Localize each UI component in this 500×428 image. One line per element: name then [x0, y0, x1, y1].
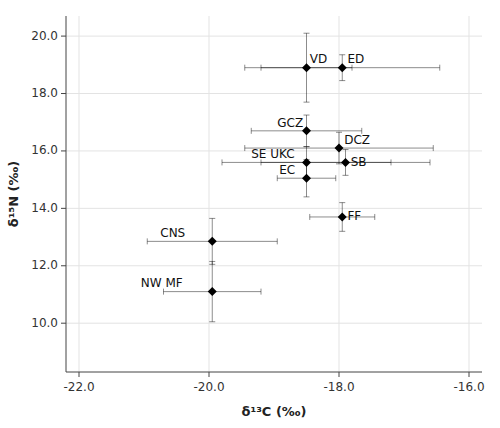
point-labels: VD ED GCZ DCZ SE UKC SB EC FF CNS NW MF — [141, 52, 370, 290]
point — [338, 212, 347, 221]
tick-label: 14.0 — [31, 201, 58, 215]
point-group — [277, 160, 336, 197]
y-axis-line — [66, 16, 67, 372]
tick — [209, 372, 210, 377]
axes: 10.0 12.0 14.0 16.0 18.0 20.0 -22.0 -20.0 -18.0 -… — [31, 16, 484, 394]
tick — [61, 265, 66, 266]
tick-label: -16.0 — [453, 380, 484, 394]
point-group — [310, 203, 375, 232]
tick — [339, 372, 340, 377]
grid-line — [79, 16, 80, 372]
point — [341, 158, 350, 167]
grid-line — [66, 93, 482, 94]
tick — [61, 323, 66, 324]
point-group — [245, 132, 434, 164]
grid-line — [66, 323, 482, 324]
tick — [61, 36, 66, 37]
point-label: DCZ — [344, 133, 370, 147]
tick-label: -18.0 — [323, 380, 354, 394]
point-label: EC — [279, 163, 295, 177]
point-group — [164, 261, 262, 321]
tick-label: -22.0 — [63, 380, 94, 394]
point-group — [245, 55, 440, 81]
point — [338, 63, 347, 72]
point — [302, 174, 311, 183]
tick — [469, 372, 470, 377]
y-axis-label: δ¹⁵N (‰) — [6, 161, 21, 227]
grid-line — [209, 16, 210, 372]
point-label: FF — [347, 209, 361, 223]
point-label: ED — [347, 52, 364, 66]
tick-label: 10.0 — [31, 316, 58, 330]
tick — [79, 372, 80, 377]
point-label: SB — [351, 155, 367, 169]
point — [208, 287, 217, 296]
tick — [61, 208, 66, 209]
tick-label: 16.0 — [31, 143, 58, 157]
point-label: VD — [310, 52, 327, 66]
tick-label: 18.0 — [31, 86, 58, 100]
point-label: GCZ — [277, 116, 303, 130]
plot-area — [147, 33, 440, 322]
grid-line — [469, 16, 470, 372]
point-label: SE UKC — [251, 147, 294, 161]
point-label: CNS — [160, 226, 185, 240]
tick-label: 12.0 — [31, 258, 58, 272]
x-axis-label: δ¹³C (‰) — [242, 404, 307, 419]
x-axis-line — [66, 372, 482, 373]
tick — [61, 150, 66, 151]
chart: 10.0 12.0 14.0 16.0 18.0 20.0 -22.0 -20.0 -18.0 -… — [0, 0, 500, 428]
point-label: NW MF — [141, 276, 183, 290]
point — [302, 126, 311, 135]
grid-line — [339, 16, 340, 372]
tick — [61, 93, 66, 94]
tick-label: 20.0 — [31, 29, 58, 43]
grid-line — [66, 36, 482, 37]
grid-line — [66, 265, 482, 266]
tick-label: -20.0 — [193, 380, 224, 394]
point — [208, 237, 217, 246]
point — [335, 144, 344, 153]
grid-line — [66, 208, 482, 209]
point-group — [147, 218, 277, 264]
